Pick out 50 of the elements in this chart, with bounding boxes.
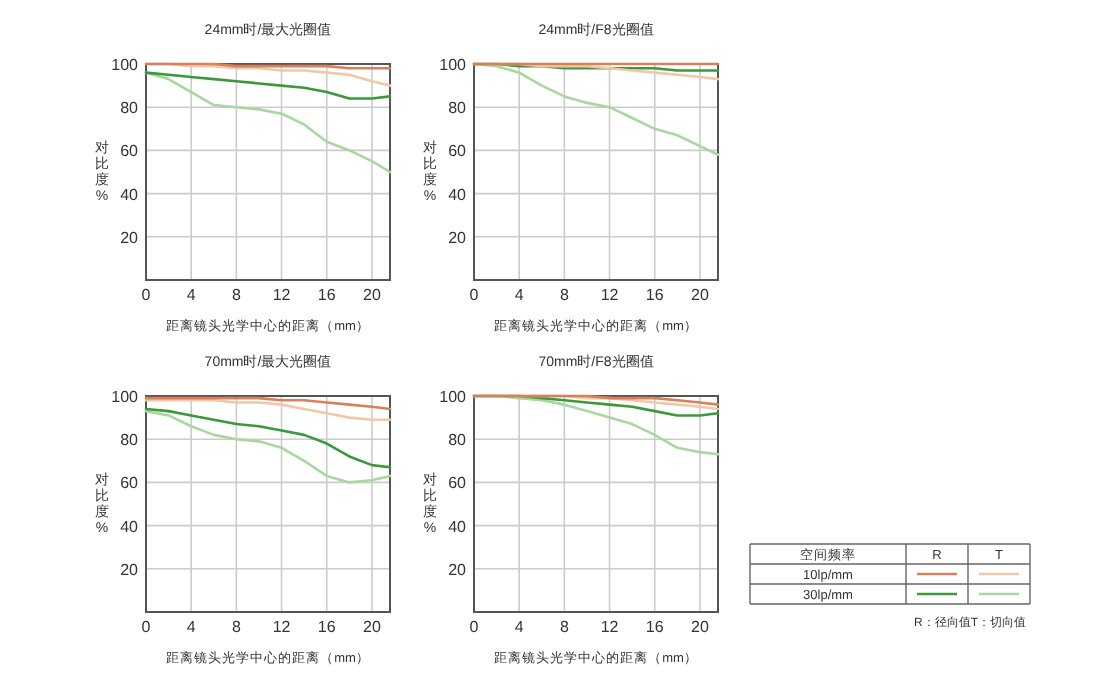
x-tick-label: 4 <box>514 618 525 636</box>
line-series <box>144 71 392 100</box>
x-tick-label: 12 <box>600 618 620 636</box>
x-tick-label: 16 <box>317 618 337 636</box>
x-tick-label: 4 <box>186 618 197 636</box>
x-tick-label: 20 <box>691 618 710 636</box>
line-series <box>144 399 392 422</box>
x-tick-label: 8 <box>231 286 242 304</box>
x-tick-label: 12 <box>600 286 620 304</box>
x-tick-label: 0 <box>469 286 480 304</box>
y-tick-label: 80 <box>448 99 468 118</box>
y-tick-label: 100 <box>439 388 468 406</box>
x-tick-label: 8 <box>559 286 570 304</box>
y-tick-label: 20 <box>120 228 140 247</box>
x-tick-label: 16 <box>645 286 665 304</box>
line-series <box>144 71 392 174</box>
y-tick-label: 80 <box>448 431 468 450</box>
y-tick-label: 40 <box>448 517 468 536</box>
x-tick-label: 4 <box>186 286 197 304</box>
x-tick-label: 0 <box>141 618 152 636</box>
y-tick-label: 20 <box>448 228 468 247</box>
y-tick-label: 100 <box>439 56 468 74</box>
y-tick-label: 60 <box>120 474 140 493</box>
y-tick-label: 40 <box>120 185 140 204</box>
y-tick-label: 60 <box>120 142 140 161</box>
x-tick-label: 8 <box>231 618 242 636</box>
y-tick-label: 100 <box>111 56 140 74</box>
line-series <box>144 409 392 484</box>
x-tick-label: 20 <box>363 286 382 304</box>
line-series <box>472 62 720 157</box>
y-tick-label: 80 <box>120 431 140 450</box>
x-tick-label: 20 <box>363 618 382 636</box>
y-tick-label: 40 <box>448 185 468 204</box>
x-tick-label: 12 <box>272 286 292 304</box>
x-tick-label: 12 <box>272 618 292 636</box>
x-tick-label: 8 <box>559 618 570 636</box>
x-tick-label: 0 <box>469 618 480 636</box>
y-tick-label: 100 <box>111 388 140 406</box>
x-tick-label: 16 <box>317 286 337 304</box>
line-series <box>144 407 392 469</box>
x-tick-label: 20 <box>691 286 710 304</box>
y-tick-label: 20 <box>448 560 468 579</box>
y-tick-label: 60 <box>448 142 468 161</box>
x-tick-label: 4 <box>514 286 525 304</box>
y-tick-label: 40 <box>120 517 140 536</box>
y-tick-label: 80 <box>120 99 140 118</box>
y-tick-label: 60 <box>448 474 468 493</box>
x-tick-label: 0 <box>141 286 152 304</box>
y-tick-label: 20 <box>120 560 140 579</box>
x-tick-label: 16 <box>645 618 665 636</box>
